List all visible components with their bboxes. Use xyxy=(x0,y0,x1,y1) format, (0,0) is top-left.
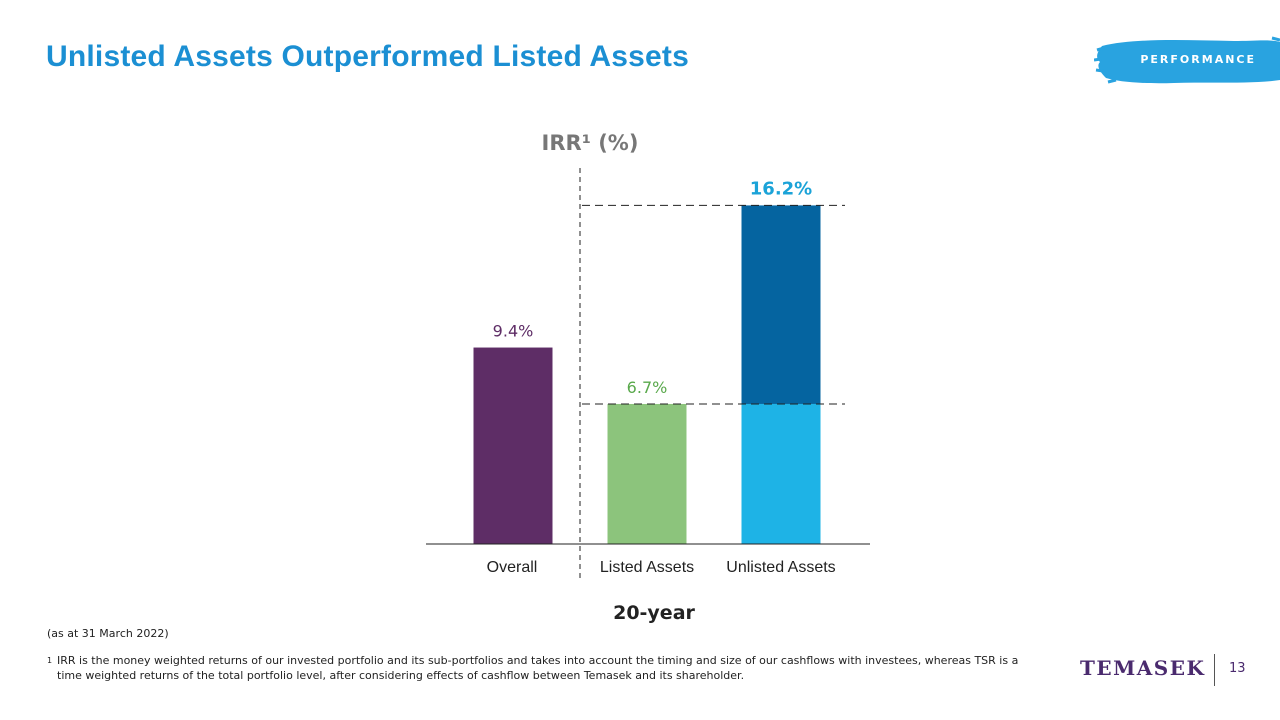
x-axis-title: 20-year xyxy=(613,602,695,624)
page-title: Unlisted Assets Outperformed Listed Asse… xyxy=(46,40,689,73)
tick-label-listed-assets: Listed Assets xyxy=(600,559,694,576)
tick-label-overall: Overall xyxy=(487,559,538,576)
data-label-overall: 9.4% xyxy=(493,322,534,341)
bar-unlisted-assets-increment xyxy=(741,205,821,404)
data-label-listed-assets: 6.7% xyxy=(627,378,668,397)
temasek-logo: TEMASEK xyxy=(1080,656,1206,680)
bar-unlisted-assets-base xyxy=(741,403,821,544)
as-of-date: (as at 31 March 2022) xyxy=(47,627,169,640)
chart-title: IRR¹ (%) xyxy=(542,131,639,155)
section-tag: PERFORMANCE xyxy=(1094,36,1280,86)
footer-divider xyxy=(1214,654,1215,686)
page-number: 13 xyxy=(1229,661,1246,676)
bar-overall xyxy=(473,347,553,544)
section-tag-label: PERFORMANCE xyxy=(1140,53,1256,66)
bar-listed-assets xyxy=(607,403,687,544)
footnote-mark: 1 xyxy=(47,656,53,665)
tick-label-unlisted-assets: Unlisted Assets xyxy=(726,559,835,576)
data-label-unlisted-assets: 16.2% xyxy=(750,178,812,199)
brush-stroke-icon xyxy=(1094,36,1280,84)
footnote-text: IRR is the money weighted returns of our… xyxy=(57,654,1019,682)
footnote: 1 IRR is the money weighted returns of ou… xyxy=(47,653,1047,683)
